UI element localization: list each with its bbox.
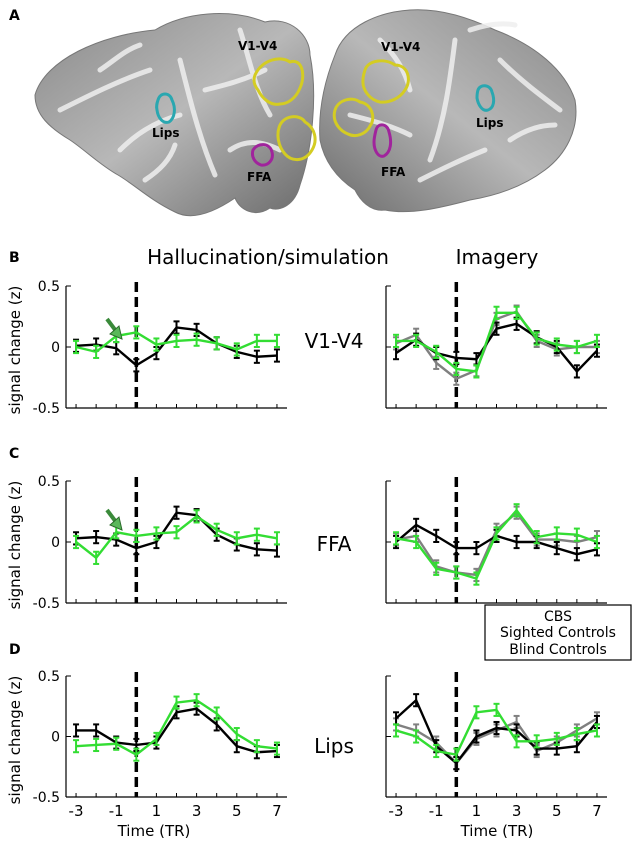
legend-box xyxy=(484,604,632,661)
x-axis-label-left: Time (TR) xyxy=(117,822,191,840)
brain-label-lips-left: Lips xyxy=(152,126,180,140)
column-title-left: Hallucination/simulation xyxy=(147,245,389,269)
x-axis-label-right: Time (TR) xyxy=(460,822,534,840)
y-tick-label: -0.5 xyxy=(33,401,60,417)
x-tick-label: -1 xyxy=(429,802,444,820)
roi-v1v4-left-outline-lower xyxy=(276,115,317,161)
arrow-icon-c xyxy=(105,508,123,531)
legend-item-blind: Blind Controls xyxy=(509,642,607,658)
panel-letter-a: A xyxy=(9,8,20,24)
panel-letter-b: B xyxy=(9,250,20,266)
y-axis-label-b: signal change (z) xyxy=(6,286,24,415)
x-tick-label: 5 xyxy=(552,802,562,820)
x-tick-label: 1 xyxy=(472,802,482,820)
x-tick-label: 7 xyxy=(272,802,282,820)
brain-label-lips-right: Lips xyxy=(476,116,504,130)
arrow-icon-b xyxy=(105,317,123,340)
right-hemisphere-map: V1-V4 Lips FFA xyxy=(319,9,577,213)
chart-5: -3 -1 1 3 5 7 xyxy=(385,672,607,820)
legend: CBS Sighted Controls Blind Controls xyxy=(484,604,632,661)
roi-ffa-left-outline xyxy=(251,143,274,167)
series-line-blind-controls xyxy=(395,510,598,577)
panel-letter-d: D xyxy=(9,642,21,658)
roi-ffa-right-outline xyxy=(372,123,393,158)
chart-1 xyxy=(385,282,607,409)
x-tick-label: 7 xyxy=(592,802,602,820)
x-tick-label: 3 xyxy=(512,802,522,820)
roi-lips-right-outline xyxy=(475,84,496,112)
y-tick-label: -0.5 xyxy=(33,596,60,612)
y-tick-label: 0.5 xyxy=(38,279,60,295)
chart-2: 0.5 0 -0.5 xyxy=(33,474,287,612)
y-axis-label-d: signal change (z) xyxy=(6,676,24,805)
x-tick-label: 1 xyxy=(152,802,162,820)
y-axis-label-c: signal change (z) xyxy=(6,481,24,610)
legend-item-sighted: Sighted Controls xyxy=(500,625,616,641)
line-charts: 0.5 0 -0.5 0.5 0 -0.5 0.5 0 -0.5 -3 -1 1 3 5 7 -3 -1 1 3 5 7 xyxy=(33,279,607,820)
x-tick-label: -3 xyxy=(69,802,84,820)
x-tick-label: -3 xyxy=(389,802,404,820)
x-tick-label: 3 xyxy=(192,802,202,820)
chart-0: 0.5 0 -0.5 xyxy=(33,279,287,417)
legend-item-cbs: CBS xyxy=(544,609,572,625)
y-tick-label: 0 xyxy=(51,340,60,356)
region-label-v1v4: V1-V4 xyxy=(305,329,364,353)
y-tick-label: -0.5 xyxy=(33,790,60,806)
region-label-ffa: FFA xyxy=(317,532,352,556)
roi-v1v4-right-outline xyxy=(361,59,410,104)
y-tick-label: 0 xyxy=(51,535,60,551)
panel-letter-c: C xyxy=(9,446,19,462)
brain-label-ffa-right: FFA xyxy=(381,165,406,179)
region-label-lips: Lips xyxy=(314,734,354,758)
y-tick-label: 0 xyxy=(51,730,60,746)
brain-label-v1v4-right: V1-V4 xyxy=(381,40,420,54)
brain-label-ffa-left: FFA xyxy=(247,170,272,184)
roi-v1v4-right-outline-lower xyxy=(332,97,375,138)
brain-label-v1v4-left: V1-V4 xyxy=(238,39,277,53)
roi-v1v4-left-outline xyxy=(252,57,305,106)
x-tick-label: -1 xyxy=(109,802,124,820)
column-title-right: Imagery xyxy=(456,245,539,269)
chart-4: 0.5 0 -0.5 -3 -1 1 3 5 7 xyxy=(33,669,287,820)
x-tick-label: 5 xyxy=(232,802,242,820)
y-tick-label: 0.5 xyxy=(38,474,60,490)
roi-lips-left-outline xyxy=(155,92,176,124)
chart-3 xyxy=(385,477,607,604)
y-tick-label: 0.5 xyxy=(38,669,60,685)
left-hemisphere-map: V1-V4 Lips FFA xyxy=(34,13,317,217)
series-line-cbs xyxy=(395,508,598,581)
